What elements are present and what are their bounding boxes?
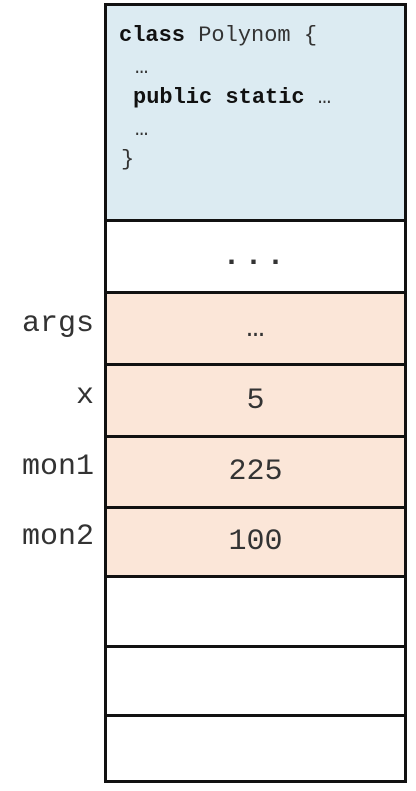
class-definition-cell: class Polynom { … public static … … } <box>107 6 404 222</box>
class-ellipsis-line: … <box>135 55 149 80</box>
memory-stack: class Polynom { … public static … … } ..… <box>104 3 407 783</box>
variable-label-mon1: mon1 <box>21 450 94 484</box>
stack-separator-cell: ... <box>107 222 404 294</box>
class-closing-brace: } <box>121 147 135 172</box>
empty-stack-cell <box>107 648 404 717</box>
class-header-line: class Polynom { <box>119 24 317 48</box>
variable-label-mon2: mon2 <box>21 520 94 554</box>
method-modifiers: public static <box>133 85 305 110</box>
stack-cell-mon2: 100 <box>107 509 404 578</box>
variable-label-args: args <box>21 307 94 341</box>
empty-stack-cell <box>107 717 404 780</box>
stack-cell-mon1: 225 <box>107 438 404 509</box>
class-keyword: class <box>119 23 186 48</box>
class-ellipsis-line-2: … <box>135 117 149 142</box>
class-name: Polynom { <box>185 23 318 48</box>
empty-stack-cell <box>107 578 404 648</box>
method-ellipsis: … <box>304 85 332 110</box>
stack-cell-args: … <box>107 294 404 366</box>
variable-label-x: x <box>75 379 94 413</box>
stack-cell-x: 5 <box>107 366 404 438</box>
method-signature-line: public static … <box>133 86 331 110</box>
